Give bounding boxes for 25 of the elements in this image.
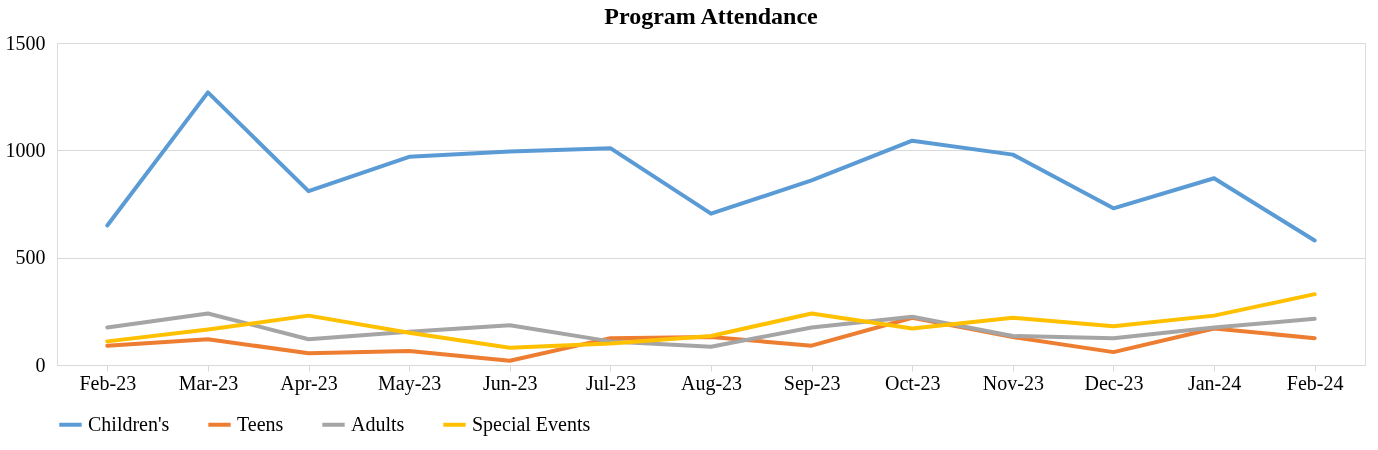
x-tick-label: Jan-24 xyxy=(1187,371,1242,394)
chart-title: Program Attendance xyxy=(604,3,819,29)
y-tick-label: 0 xyxy=(35,353,46,376)
line-series xyxy=(105,311,1317,349)
y-tick-label: 1500 xyxy=(5,31,46,54)
x-tick-label: Apr-23 xyxy=(280,371,338,395)
x-tick-label: Aug-23 xyxy=(680,371,743,395)
x-tick-label: Jun-23 xyxy=(483,371,538,394)
x-tick-label: Oct-23 xyxy=(884,371,941,394)
x-tick-label: Dec-23 xyxy=(1084,371,1144,394)
line-series xyxy=(105,90,1317,243)
legend-label: Children's xyxy=(88,412,170,435)
x-tick-label: May-23 xyxy=(377,371,442,395)
y-tick-label: 1000 xyxy=(5,138,46,161)
x-tick-label: Mar-23 xyxy=(178,371,239,394)
y-tick-label: 500 xyxy=(15,246,46,269)
x-tick-label: Sep-23 xyxy=(783,371,841,395)
x-tick-label: Jul-23 xyxy=(585,371,636,394)
legend-label: Special Events xyxy=(472,412,591,436)
x-tick-label: Feb-23 xyxy=(79,371,137,394)
line-series xyxy=(105,292,1317,350)
x-tick-label: Feb-24 xyxy=(1286,371,1344,394)
legend-label: Teens xyxy=(237,412,284,435)
x-tick-label: Nov-23 xyxy=(982,371,1044,394)
legend-label: Adults xyxy=(351,412,405,435)
